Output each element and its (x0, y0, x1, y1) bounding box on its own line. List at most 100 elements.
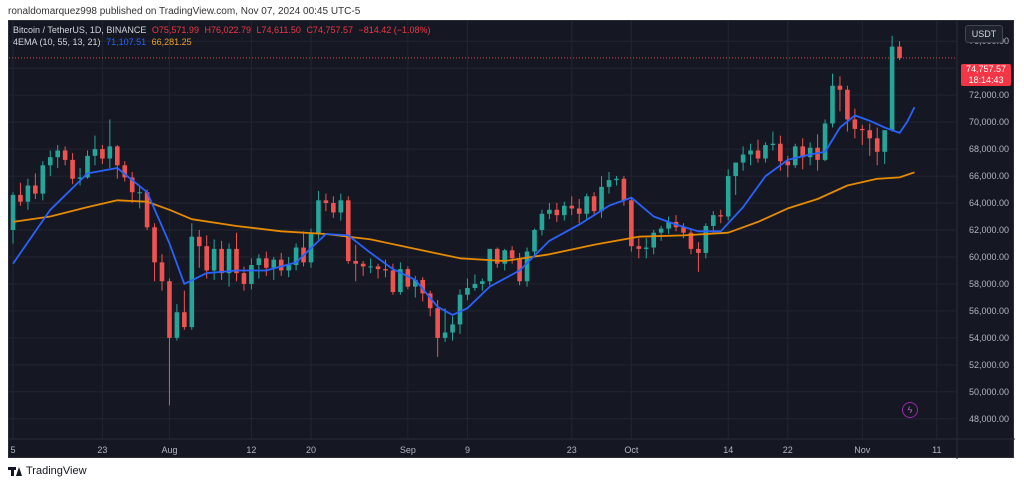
candle-body (591, 196, 597, 212)
candle-body (182, 312, 187, 328)
chart-panel[interactable]: 76,000.0074,000.0072,000.0070,000.0068,0… (8, 20, 1015, 459)
candle-body (480, 281, 485, 284)
currency-button[interactable]: USDT (965, 25, 1003, 43)
candle-body (636, 246, 642, 249)
candle-body (234, 248, 239, 274)
candle-body (621, 178, 627, 201)
candle-body (845, 89, 850, 120)
candle-body (778, 143, 783, 162)
candle-body (196, 236, 202, 247)
x-tick-label: Nov (854, 445, 871, 455)
candle-body (100, 149, 105, 159)
candle-body (576, 208, 582, 214)
candle-body (189, 236, 195, 328)
candle-body (524, 251, 530, 282)
bar-countdown: 18:14:43 (968, 75, 1004, 85)
x-tick-label: Oct (624, 445, 639, 455)
candle-body (651, 232, 656, 248)
x-tick-label: 23 (567, 445, 577, 455)
ohlc-open: O75,571.99 (151, 25, 199, 35)
candle-body (629, 200, 634, 247)
x-tick-label: 22 (783, 445, 793, 455)
ohlc-close: C74,757.57 (306, 25, 353, 35)
x-tick-label: 12 (246, 445, 256, 455)
candle-body (115, 146, 120, 166)
candle-body (129, 177, 135, 193)
candle-body (532, 230, 537, 252)
candle-body (10, 194, 16, 230)
candle-body (137, 192, 142, 194)
candle-body (383, 269, 388, 271)
ohlc-low: L74,611.50 (256, 25, 301, 35)
candle-body (658, 228, 664, 233)
y-tick-label: 68,000.00 (969, 144, 1009, 154)
candle-body (77, 177, 83, 179)
candle-body (792, 146, 798, 166)
x-tick-label: 23 (97, 445, 107, 455)
indicator-title: 4EMA (10, 55, 13, 21) (13, 37, 101, 47)
symbol-title: Bitcoin / TetherUS, 1D, BINANCE (13, 25, 147, 35)
candle-body (502, 250, 507, 264)
tradingview-footer[interactable]: TradingView (8, 465, 87, 477)
candle-body (122, 165, 128, 178)
candle-body (107, 146, 113, 159)
candle-body (338, 200, 344, 213)
candle-body (323, 200, 329, 204)
candle-body (85, 155, 90, 178)
candle-body (226, 248, 232, 274)
candle-body (442, 332, 448, 338)
candle-body (874, 138, 880, 152)
candlestick-chart[interactable]: 76,000.0074,000.0072,000.0070,000.0068,0… (9, 21, 1015, 459)
candle-body (584, 196, 589, 214)
candle-body (785, 161, 791, 166)
candle-body (599, 186, 604, 212)
candle-body (487, 248, 493, 282)
candle-body (882, 130, 887, 152)
candle-body (219, 248, 224, 274)
candle-body (681, 227, 686, 233)
candle-body (264, 258, 269, 268)
y-tick-label: 58,000.00 (969, 279, 1009, 289)
x-tick-label: 5 (10, 445, 15, 455)
candle-body (703, 225, 709, 253)
candle-body (830, 85, 835, 124)
candle-body (256, 258, 262, 266)
candle-body (889, 46, 895, 131)
candle-body (554, 209, 560, 216)
candle-body (852, 119, 858, 129)
candle-body (614, 178, 619, 181)
candle-body (174, 312, 180, 338)
candle-body (211, 248, 217, 271)
y-tick-label: 50,000.00 (969, 387, 1009, 397)
publisher-byline: ronaldomarquez998 published on TradingVi… (8, 6, 361, 17)
candle-body (755, 150, 761, 159)
indicator-legend[interactable]: 4EMA (10, 55, 13, 21) 71,107.51 66,281.2… (13, 37, 192, 47)
lightning-icon[interactable]: ϟ (902, 402, 918, 418)
candle-body (18, 194, 23, 202)
candle-body (740, 154, 746, 163)
footer-brand: TradingView (26, 465, 87, 477)
y-tick-label: 54,000.00 (969, 333, 1009, 343)
candle-body (457, 294, 463, 325)
candle-body (427, 293, 433, 309)
candle-body (167, 281, 172, 338)
candle-body (293, 247, 299, 266)
tradingview-logo-icon (8, 466, 22, 476)
candle-body (800, 146, 805, 158)
candle-body (494, 248, 500, 264)
candle-body (278, 259, 284, 271)
candle-body (413, 279, 418, 287)
ema-fast-value: 71,107.51 (106, 37, 147, 47)
candle-body (70, 159, 75, 179)
candle-body (547, 209, 552, 214)
ohlc-high: H76,022.79 (204, 25, 252, 35)
candle-body (643, 247, 649, 249)
y-tick-label: 66,000.00 (969, 171, 1009, 181)
candle-body (92, 149, 98, 156)
candle-body (25, 185, 31, 202)
candle-body (390, 270, 396, 293)
candle-body (316, 200, 321, 235)
x-tick-label: 14 (723, 445, 733, 455)
candle-body (562, 205, 567, 216)
y-tick-label: 62,000.00 (969, 225, 1009, 235)
